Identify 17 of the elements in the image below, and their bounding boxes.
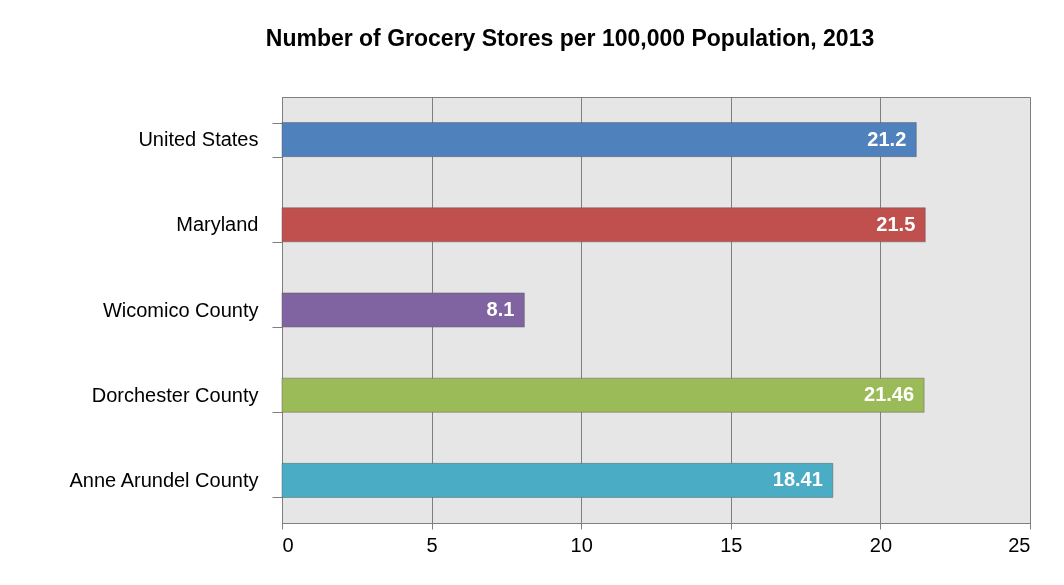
data-label: 21.2 [867, 127, 907, 150]
x-tick-label: 5 [426, 533, 438, 556]
data-label: 21.46 [864, 383, 915, 406]
y-tick-label: United States [138, 128, 259, 151]
x-tick-label: 15 [720, 533, 743, 556]
chart-title: Number of Grocery Stores per 100,000 Population, 2013 [265, 25, 875, 51]
x-tick-label: 0 [282, 533, 294, 556]
y-tick-label: Wicomico County [102, 298, 259, 321]
x-tick-label: 10 [570, 533, 593, 556]
x-tick-label: 20 [869, 533, 893, 556]
data-label: 18.41 [772, 468, 823, 491]
x-tick-label: 25 [1008, 533, 1031, 556]
data-label: 21.5 [876, 212, 916, 235]
y-tick-label: Anne Arundel County [69, 468, 259, 491]
y-tick-label: Dorchester County [91, 383, 259, 406]
data-label: 8.1 [486, 298, 515, 320]
y-tick-label: Maryland [176, 213, 259, 236]
